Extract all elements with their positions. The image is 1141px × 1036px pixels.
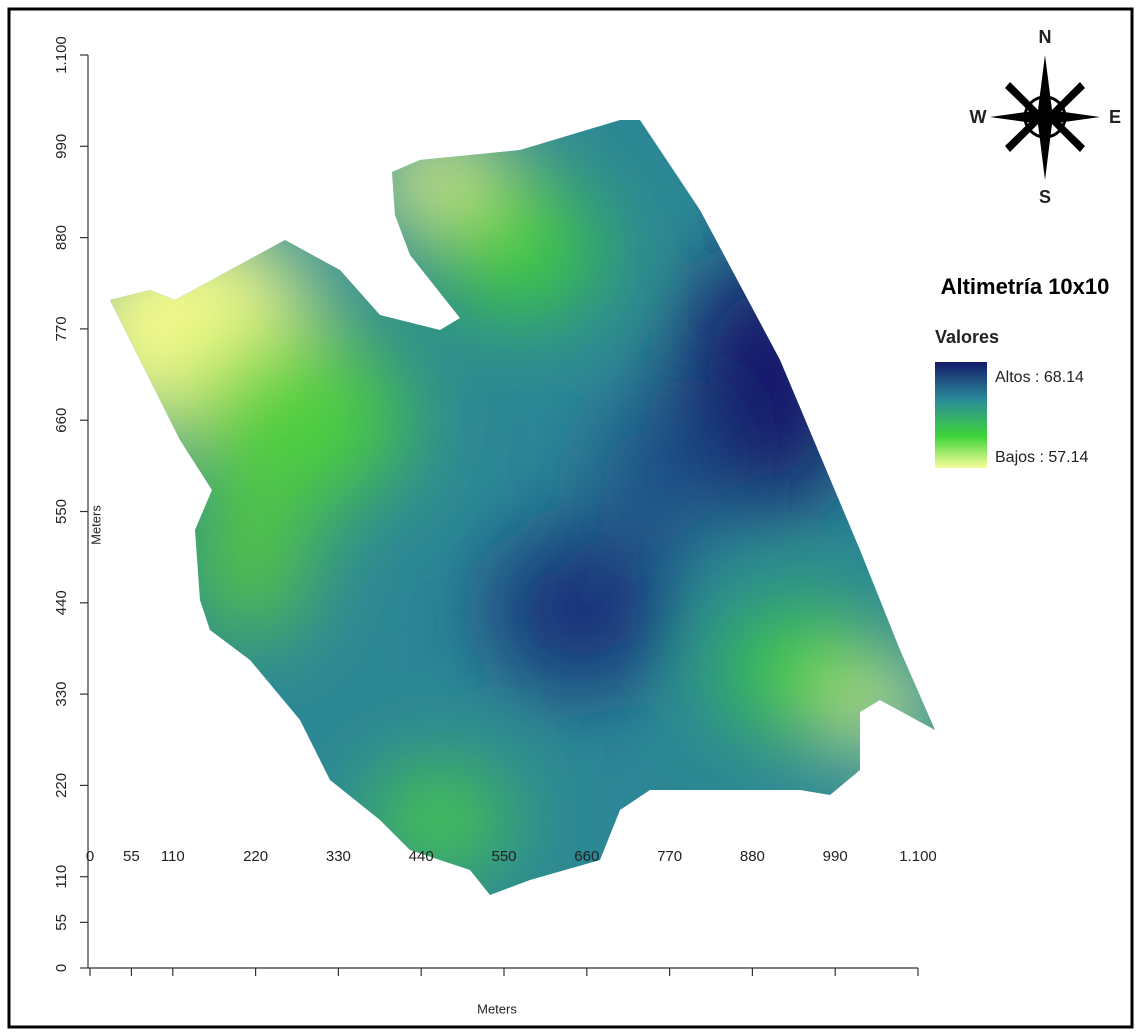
y-tick-label: 0 [53, 964, 70, 972]
y-tick-label: 770 [53, 316, 70, 341]
x-tick-label: 440 [409, 848, 434, 865]
legend-high: Altos : 68.14 [995, 369, 1084, 386]
x-tick-label: 660 [574, 848, 599, 865]
y-tick-label: 880 [53, 225, 70, 250]
x-tick-label: 1.100 [899, 848, 937, 865]
compass-east: E [1109, 107, 1121, 127]
y-tick-label: 550 [53, 499, 70, 524]
legend-title: Altimetría 10x10 [941, 274, 1110, 299]
x-tick-label: 330 [326, 848, 351, 865]
frame [7, 7, 1134, 1029]
y-tick-label: 220 [53, 773, 70, 798]
y-axis-label: Meters [88, 505, 103, 545]
y-tick-label: 1.100 [53, 36, 70, 74]
compass-west: W [970, 107, 987, 127]
x-tick-label: 220 [243, 848, 268, 865]
x-axis-label: Meters [477, 1001, 517, 1016]
compass: N S W E [970, 27, 1122, 207]
x-tick-label: 550 [491, 848, 516, 865]
compass-south: S [1039, 187, 1051, 207]
elevation-surface [110, 120, 935, 895]
y-tick-label: 55 [53, 914, 70, 931]
y-tick-label: 440 [53, 590, 70, 615]
x-tick-label: 110 [161, 848, 185, 865]
x-tick-label: 880 [740, 848, 765, 865]
y-tick-label: 330 [53, 682, 70, 707]
x-tick-label: 990 [823, 848, 848, 865]
y-tick-label: 110 [53, 865, 70, 889]
legend-subtitle: Valores [935, 327, 999, 347]
y-tick-label: 660 [53, 408, 70, 433]
compass-north: N [1039, 27, 1052, 47]
legend-ramp [935, 362, 987, 468]
x-tick-label: 770 [657, 848, 682, 865]
legend-low: Bajos : 57.14 [995, 449, 1089, 466]
x-tick-label: 0 [86, 848, 94, 865]
x-tick-label: 55 [123, 848, 140, 865]
y-tick-label: 990 [53, 134, 70, 159]
